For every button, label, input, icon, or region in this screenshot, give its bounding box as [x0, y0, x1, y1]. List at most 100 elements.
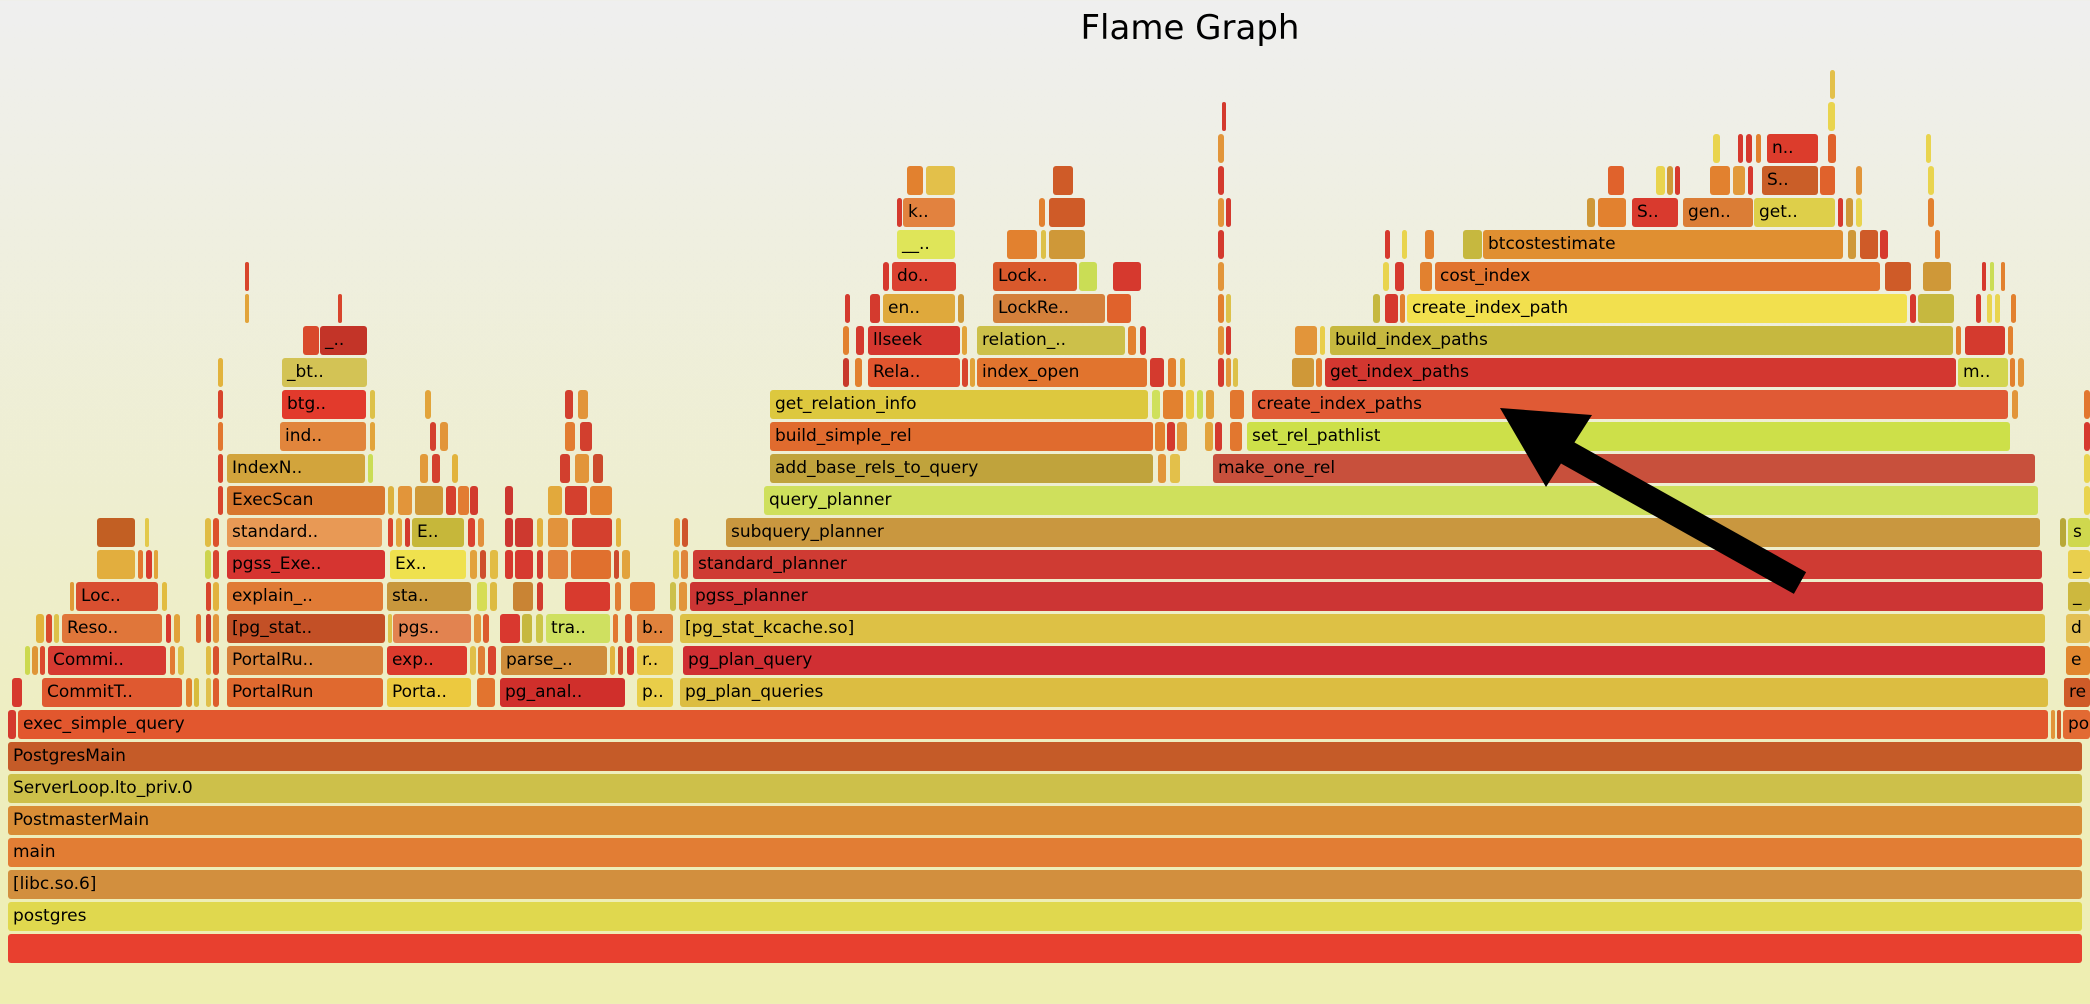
frame-sliver[interactable] [1049, 198, 1085, 227]
frame-sliver[interactable] [1860, 230, 1878, 259]
frame-sliver[interactable] [572, 518, 612, 547]
frame-Rela..[interactable]: Rela.. [868, 358, 960, 387]
frame-sliver[interactable] [186, 678, 192, 707]
frame-sliver[interactable] [1885, 262, 1911, 291]
frame-sliver[interactable] [2084, 454, 2090, 483]
frame-sliver[interactable] [1420, 262, 1432, 291]
frame-sliver[interactable] [1218, 198, 1224, 227]
frame-sliver[interactable] [432, 454, 440, 483]
frame-sliver[interactable] [2012, 390, 2018, 419]
frame-sliver[interactable] [396, 518, 402, 547]
frame-sliver[interactable] [679, 582, 687, 611]
frame-sliver[interactable] [478, 518, 484, 547]
frame-sliver[interactable] [213, 518, 219, 547]
frame-Porta..[interactable]: Porta.. [387, 678, 471, 707]
frame-sliver[interactable] [1215, 422, 1222, 451]
frame-PostmasterMain[interactable]: PostmasterMain [8, 806, 2082, 835]
frame-sliver[interactable] [218, 486, 223, 515]
frame-sliver[interactable] [1206, 390, 1214, 419]
frame-sliver[interactable] [1995, 294, 2000, 323]
frame-sliver[interactable] [1587, 198, 1595, 227]
frame-sliver[interactable] [1320, 326, 1325, 355]
frame-cost_index[interactable]: cost_index [1435, 262, 1880, 291]
frame-sliver[interactable] [470, 646, 476, 675]
frame-sliver[interactable] [205, 550, 211, 579]
frame-sliver[interactable] [578, 390, 588, 419]
frame-ind..[interactable]: ind.. [280, 422, 366, 451]
frame-sliver[interactable] [218, 390, 223, 419]
frame-pg_plan_queries[interactable]: pg_plan_queries [680, 678, 2048, 707]
frame-sliver[interactable] [1856, 198, 1862, 227]
frame-sliver[interactable] [40, 646, 45, 675]
frame-sliver[interactable] [206, 646, 211, 675]
frame-sliver[interactable] [1150, 358, 1164, 387]
frame-sliver[interactable] [1910, 294, 1916, 323]
frame-d[interactable]: d [2066, 614, 2090, 643]
frame-Reso..[interactable]: Reso.. [62, 614, 162, 643]
frame-postgres[interactable]: postgres [8, 902, 2082, 931]
frame-make_one_rel[interactable]: make_one_rel [1213, 454, 2035, 483]
frame-ExecScan[interactable]: ExecScan [227, 486, 385, 515]
frame-sliver[interactable] [1928, 166, 1934, 195]
frame-sliver[interactable] [1383, 262, 1389, 291]
frame-s[interactable]: s [2068, 518, 2090, 547]
frame-sliver[interactable] [575, 454, 589, 483]
frame-sliver[interactable] [1186, 390, 1194, 419]
frame-sliver[interactable] [1987, 294, 1992, 323]
frame-sliver[interactable] [474, 614, 481, 643]
frame-sliver[interactable] [2057, 710, 2061, 739]
frame-sliver[interactable] [565, 390, 573, 419]
frame-re[interactable]: re [2064, 678, 2090, 707]
frame-sliver[interactable] [616, 518, 621, 547]
frame-sliver[interactable] [468, 518, 475, 547]
frame-b..[interactable]: b.. [637, 614, 673, 643]
frame-pgs..[interactable]: pgs.. [393, 614, 471, 643]
frame-sliver[interactable] [1163, 390, 1183, 419]
frame-get..[interactable]: get.. [1754, 198, 1835, 227]
frame-sliver[interactable] [674, 518, 680, 547]
frame-sliver[interactable] [548, 486, 562, 515]
frame-sliver[interactable] [1230, 422, 1242, 451]
frame-sliver[interactable] [388, 486, 394, 515]
frame-sliver[interactable] [627, 646, 634, 675]
frame-sliver[interactable] [245, 294, 249, 323]
frame-main[interactable]: main [8, 838, 2082, 867]
frame-sliver[interactable] [1738, 134, 1743, 163]
frame-sliver[interactable] [1226, 326, 1231, 355]
frame-sliver[interactable] [194, 678, 199, 707]
frame-sliver[interactable] [1733, 166, 1745, 195]
frame-sliver[interactable] [1656, 166, 1665, 195]
frame-exp..[interactable]: exp.. [387, 646, 467, 675]
frame-sliver[interactable] [1218, 134, 1224, 163]
frame-sliver[interactable] [1079, 262, 1097, 291]
frame-sliver[interactable] [1226, 198, 1231, 227]
frame-sliver[interactable] [213, 582, 219, 611]
frame-sliver[interactable] [1180, 358, 1185, 387]
frame-sliver[interactable] [8, 934, 2082, 963]
frame-sliver[interactable] [97, 518, 135, 547]
frame-S..[interactable]: S.. [1762, 166, 1818, 195]
frame-sliver[interactable] [630, 582, 655, 611]
frame-sliver[interactable] [425, 390, 431, 419]
frame-Lock..[interactable]: Lock.. [993, 262, 1077, 291]
frame-sliver[interactable] [206, 582, 211, 611]
frame-sliver[interactable] [1965, 326, 2005, 355]
frame-sliver[interactable] [1113, 262, 1141, 291]
frame-sliver[interactable] [2084, 486, 2090, 515]
frame-sliver[interactable] [625, 614, 632, 643]
frame-ServerLoop.lto_priv.0[interactable]: ServerLoop.lto_priv.0 [8, 774, 2082, 803]
frame-pg_plan_query[interactable]: pg_plan_query [683, 646, 2045, 675]
frame-sliver[interactable] [618, 646, 623, 675]
frame-sliver[interactable] [1982, 262, 1986, 291]
frame-sliver[interactable] [1292, 358, 1314, 387]
frame-sliver[interactable] [1956, 326, 1961, 355]
frame-query_planner[interactable]: query_planner [764, 486, 2038, 515]
frame-sliver[interactable] [245, 262, 249, 291]
frame-sliver[interactable] [1158, 454, 1166, 483]
frame-E..[interactable]: E.. [412, 518, 464, 547]
frame-llseek[interactable]: llseek [868, 326, 960, 355]
frame-sliver[interactable] [303, 326, 319, 355]
frame-en..[interactable]: en.. [883, 294, 955, 323]
frame-sliver[interactable] [54, 614, 59, 643]
frame-sliver[interactable] [565, 582, 610, 611]
